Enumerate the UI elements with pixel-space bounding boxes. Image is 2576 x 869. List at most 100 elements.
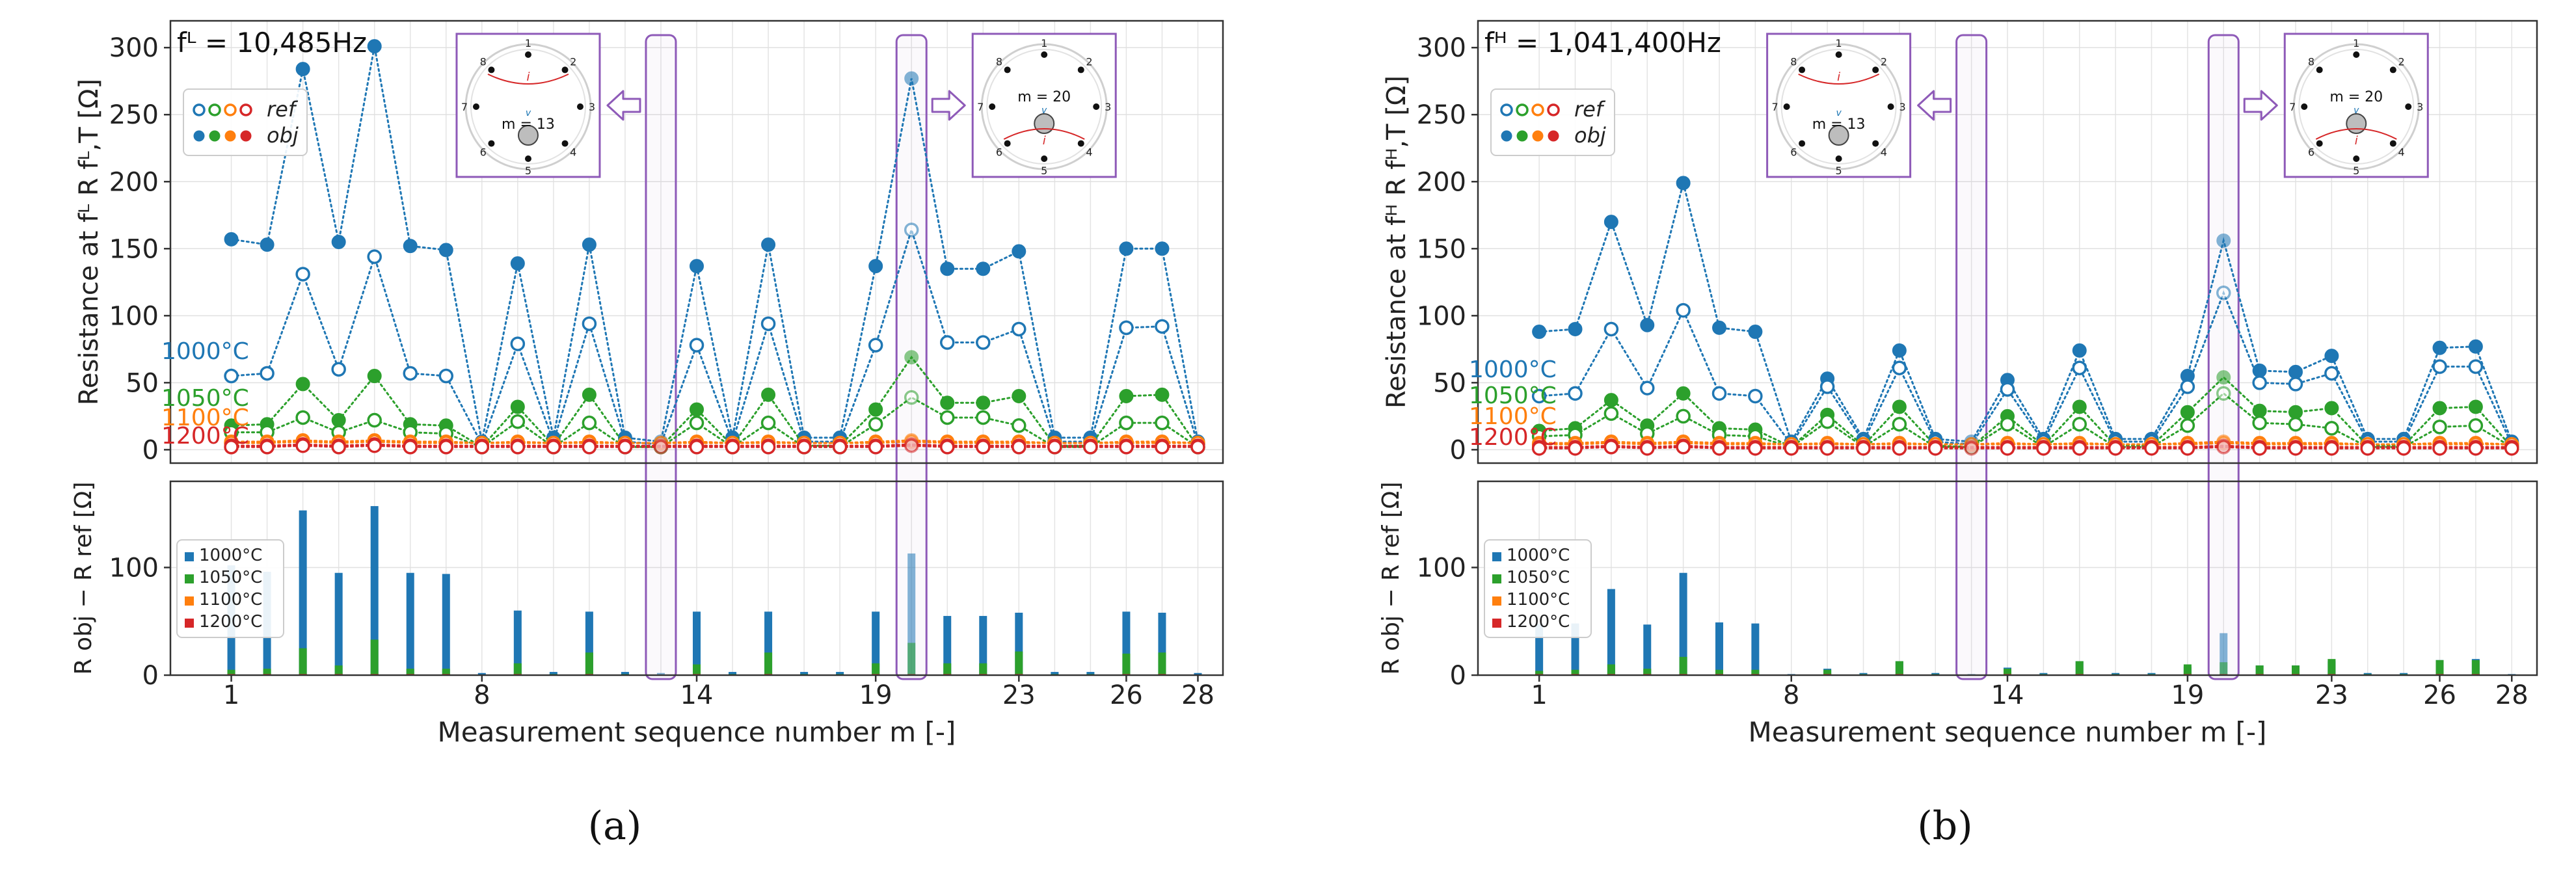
data-point-ref-1200-m19 [868, 440, 883, 455]
data-point-obj-1050-m16 [761, 387, 776, 402]
legend-bottom-label: 1000°C [199, 546, 262, 565]
data-point-obj-1000-m27 [1155, 241, 1170, 256]
target-object [2346, 113, 2367, 134]
top-y-tick-label: 200 [1417, 167, 1466, 197]
electrode-label: 3 [589, 101, 595, 113]
data-point-obj-1000-m11 [1892, 343, 1907, 358]
ring-outer [1775, 43, 1903, 170]
bottom-y-axis-label: R obj − R ref [Ω] [1378, 482, 1404, 675]
x-tick-label: 19 [859, 680, 892, 710]
top-y-axis-label: Resistance at fᴴ R fᴴ,T [Ω] [1382, 75, 1412, 408]
highlight-column-m13 [645, 34, 677, 680]
data-point-ref-1050-m9 [510, 414, 526, 429]
diff-bar-1050-m3 [299, 648, 307, 675]
data-point-ref-1200-m25 [2396, 441, 2411, 456]
ring-outer [980, 43, 1108, 170]
data-point-ref-1000-m20 [904, 222, 919, 237]
data-point-ref-1200-m13 [1964, 441, 1979, 456]
data-point-ref-1200-m28 [1190, 440, 1205, 455]
inset-m-label: m = 20 [2329, 89, 2383, 105]
diff-bar-1050-m22 [2291, 665, 2300, 675]
inset-right: 1 2 3 4 5 6 7 8 i vm = 20 [2283, 33, 2429, 178]
data-point-ref-1200-m18 [2144, 441, 2159, 456]
data-point-ref-1000-m4 [1640, 381, 1655, 395]
diff-bar-1000-m21 [943, 615, 952, 675]
electrode-2 [1077, 66, 1084, 74]
data-point-ref-1200-m26 [1119, 440, 1134, 455]
data-point-ref-1200-m13 [653, 440, 669, 455]
panel-label: (b) [1917, 803, 1972, 849]
diff-bar-1050-m16 [764, 652, 773, 675]
diff-bar-1050-m2 [1571, 669, 1579, 675]
data-point-ref-1200-m5 [1676, 440, 1691, 455]
electrode-4 [1872, 140, 1879, 147]
data-point-ref-1050-m21 [939, 410, 955, 425]
data-point-ref-1000-m16 [760, 316, 776, 331]
electrode-label: 7 [461, 101, 468, 113]
data-point-ref-1000-m7 [438, 368, 454, 384]
data-point-ref-1200-m9 [1819, 441, 1835, 456]
data-point-ref-1200-m6 [1711, 441, 1727, 456]
data-point-obj-1050-m20 [2216, 370, 2231, 385]
diff-bar-1000-m14 [693, 611, 701, 675]
voltage-label: v [1836, 108, 1842, 118]
diff-bar-1050-m1 [1535, 671, 1544, 675]
inset-right: 1 2 3 4 5 6 7 8 i vm = 20 [971, 33, 1117, 178]
diff-bar-1050-m4 [1643, 669, 1652, 675]
data-point-ref-1000-m5 [367, 249, 382, 264]
series-line-ref-1200 [1538, 446, 2513, 449]
data-point-ref-1000-m26 [2432, 359, 2447, 374]
data-point-ref-1000-m16 [2072, 360, 2087, 375]
x-axis-label: Measurement sequence number m [-] [438, 716, 956, 748]
diff-bar-1050-m4 [334, 665, 343, 675]
data-point-obj-1000-m1 [1532, 325, 1547, 340]
electrode-label: 7 [2289, 101, 2296, 113]
diff-bar-1050-m7 [442, 669, 450, 675]
data-point-obj-1050-m26 [1119, 388, 1134, 403]
electrode-1 [1041, 51, 1048, 58]
electrode-2 [1872, 66, 1879, 74]
data-point-ref-1050-m23 [1012, 418, 1026, 433]
diff-bar-1050-m23 [2328, 659, 2336, 675]
legend-swatch-1200 [1492, 619, 1501, 628]
x-tick-label: 1 [1531, 680, 1547, 710]
diff-bar-1050-m21 [943, 663, 952, 675]
data-point-ref-1200-m21 [2252, 441, 2267, 456]
temperature-label-1000: 1000°C [161, 338, 249, 365]
data-point-obj-1000-m7 [1748, 325, 1763, 340]
data-point-obj-1000-m23 [1012, 244, 1026, 259]
legend-ref-marker [193, 103, 206, 116]
data-point-ref-1200-m22 [2288, 441, 2303, 456]
data-point-ref-1200-m6 [403, 440, 418, 455]
legend-ref-marker [1500, 103, 1513, 116]
diff-bar-1000-m6 [406, 572, 414, 675]
data-point-obj-1050-m21 [940, 395, 955, 410]
data-point-ref-1000-m1 [1531, 388, 1547, 404]
data-point-obj-1000-m4 [331, 235, 346, 249]
highlight-column-m20 [2207, 34, 2240, 680]
data-point-obj-1050-m14 [690, 402, 704, 417]
series-line-obj-1200 [1538, 444, 2513, 448]
legend-swatch-1200 [185, 619, 194, 628]
bottom-y-tick-label: 100 [109, 553, 159, 583]
data-point-obj-1000-m27 [2468, 339, 2483, 354]
diff-bar-1000-m5 [370, 506, 379, 675]
data-point-ref-1000-m3 [1603, 321, 1619, 337]
data-point-obj-1000-m6 [403, 239, 418, 254]
data-point-ref-1200-m15 [2036, 441, 2051, 456]
data-point-obj-1050-m11 [582, 387, 597, 402]
current-arc [487, 74, 569, 85]
data-point-ref-1200-m24 [1047, 440, 1062, 455]
data-point-obj-1000-m2 [1568, 321, 1583, 336]
data-point-ref-1000-m2 [1568, 386, 1583, 401]
data-point-ref-1200-m7 [438, 440, 454, 455]
electrode-5 [524, 155, 531, 162]
data-point-obj-1000-m21 [940, 261, 955, 276]
data-point-ref-1050-m3 [1603, 406, 1619, 421]
diff-bar-1050-m14 [2004, 669, 2011, 675]
temperature-label-1050: 1050°C [161, 385, 249, 412]
diff-bar-1050-m5 [1679, 656, 1687, 675]
